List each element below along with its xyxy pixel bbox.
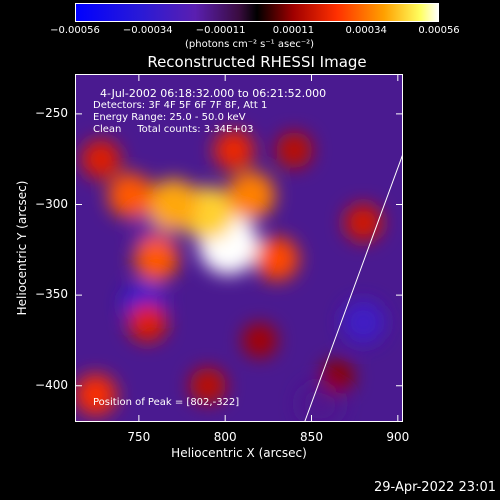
colorbar-gradient xyxy=(75,3,439,22)
hot-region-mark xyxy=(127,302,168,343)
colorbar-tick-label: 0.00034 xyxy=(345,25,387,36)
annotation-peak: Position of Peak = [802,-322] xyxy=(93,397,240,408)
x-tick-label: 800 xyxy=(213,430,237,444)
colorbar-tick-label: −0.00034 xyxy=(122,25,173,36)
x-tick-label: 850 xyxy=(300,430,323,444)
annotation-detectors: Detectors: 3F 4F 5F 6F 7F 8F, Att 1 xyxy=(93,100,268,111)
y-tick-label: −300 xyxy=(35,196,68,211)
hot-region-mark xyxy=(189,367,227,405)
annotation-clean: Clean Total counts: 3.34E+03 xyxy=(93,124,254,135)
cold-region-mark xyxy=(341,300,386,345)
x-tick-label: 750 xyxy=(127,430,151,444)
hot-region-mark xyxy=(242,323,278,358)
y-tick-label: −250 xyxy=(35,105,68,120)
y-axis-label: Heliocentric Y (arcsec) xyxy=(15,180,29,316)
hot-region-mark xyxy=(344,203,383,242)
heatmap-plot xyxy=(75,74,403,422)
hot-region-mark xyxy=(133,236,179,282)
hot-region-mark xyxy=(147,179,199,230)
colorbar xyxy=(75,3,439,22)
chart-title: Reconstructed RHESSI Image xyxy=(147,53,367,71)
hot-region-mark xyxy=(81,139,121,179)
peak-mark xyxy=(218,234,239,255)
hot-region-mark xyxy=(107,172,153,219)
hot-region-mark xyxy=(320,359,355,394)
colorbar-tick-label: 0.00011 xyxy=(272,25,315,36)
colorbar-tick-label: 0.00056 xyxy=(418,25,460,36)
plot-frame xyxy=(75,74,403,422)
colorbar-tick-label: −0.00011 xyxy=(195,25,246,36)
hot-region-mark xyxy=(254,236,299,281)
x-axis-label: Heliocentric X (arcsec) xyxy=(171,446,307,460)
hot-region-mark xyxy=(75,373,117,416)
hot-region-mark xyxy=(275,131,313,169)
colorbar-tick-label: −0.00056 xyxy=(50,25,100,36)
x-tick-label: 900 xyxy=(386,430,410,444)
timestamp: 29-Apr-2022 23:01 xyxy=(374,480,496,495)
hot-region-mark xyxy=(227,171,276,220)
solar-limb-line xyxy=(304,153,403,422)
annotation-time-range: 4-Jul-2002 06:18:32.000 to 06:21:52.000 xyxy=(100,87,327,100)
annotation-energy: Energy Range: 25.0 - 50.0 keV xyxy=(93,112,246,123)
y-tick-label: −350 xyxy=(35,287,68,302)
y-tick-label: −400 xyxy=(35,377,68,392)
hot-region-mark xyxy=(213,129,255,171)
colorbar-unit-label: (photons cm⁻² s⁻¹ asec⁻²) xyxy=(185,39,315,50)
